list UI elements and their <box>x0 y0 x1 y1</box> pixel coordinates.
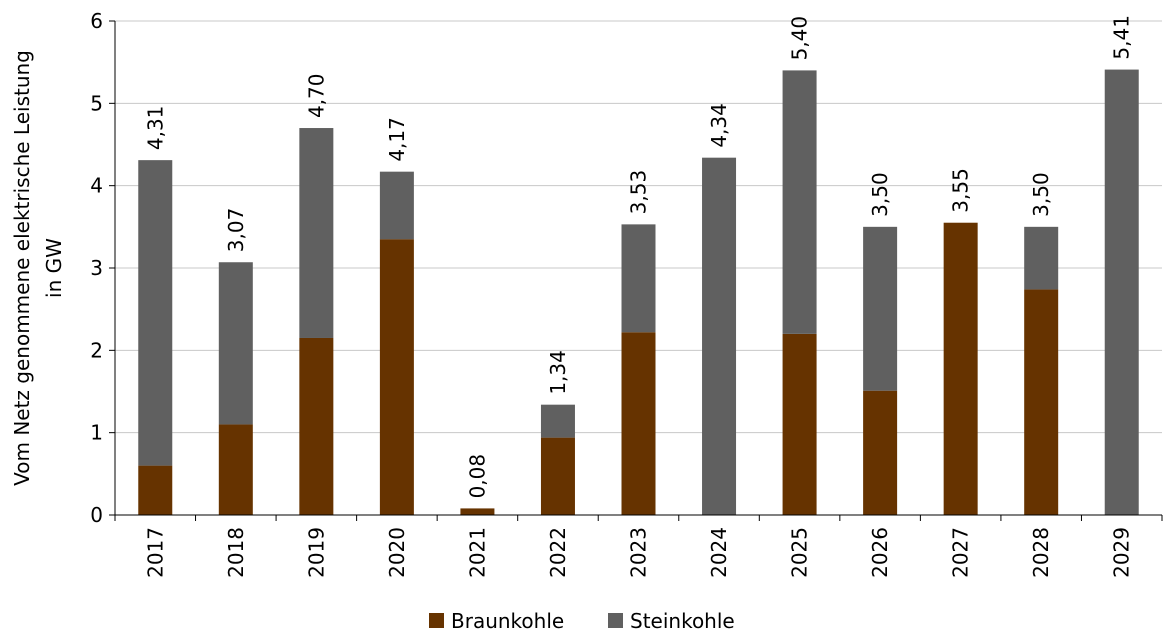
y-tick-label-3: 3 <box>90 256 103 280</box>
bar-braunkohle-2023 <box>621 332 656 515</box>
data-label-2024: 4,34 <box>707 103 731 148</box>
bar-braunkohle-2026 <box>863 390 898 515</box>
x-tick-label-2018: 2018 <box>224 527 248 578</box>
x-tick-label-2028: 2028 <box>1029 527 1053 578</box>
data-label-2029: 5,41 <box>1110 15 1134 60</box>
x-tick-label-2017: 2017 <box>143 527 167 578</box>
bar-steinkohle-2029 <box>1104 69 1139 516</box>
bar-steinkohle-2024 <box>702 157 737 515</box>
data-label-2021: 0,08 <box>465 454 489 499</box>
x-tick-label-2025: 2025 <box>788 527 812 578</box>
data-label-2017: 4,31 <box>143 106 167 151</box>
data-label-2018: 3,07 <box>224 208 248 253</box>
bar-steinkohle-2026 <box>863 226 898 391</box>
data-label-2027: 3,55 <box>949 168 973 213</box>
y-tick-label-4: 4 <box>90 174 103 198</box>
y-tick-label-5: 5 <box>90 91 103 115</box>
bar-steinkohle-2028 <box>1024 226 1059 290</box>
bar-steinkohle-2018 <box>218 262 253 425</box>
data-label-2019: 4,70 <box>304 74 328 119</box>
data-label-2025: 5,40 <box>788 16 812 61</box>
y-axis-title: Vom Netz genommene elektrische Leistung … <box>10 50 66 486</box>
bar-braunkohle-2025 <box>782 333 817 515</box>
bar-braunkohle-2017 <box>138 465 173 515</box>
bar-braunkohle-2028 <box>1024 289 1059 515</box>
x-tick-label-2023: 2023 <box>627 527 651 578</box>
bar-steinkohle-2023 <box>621 224 656 333</box>
data-label-2022: 1,34 <box>546 350 570 395</box>
bar-braunkohle-2021 <box>460 508 495 515</box>
bar-steinkohle-2017 <box>138 160 173 466</box>
bar-braunkohle-2019 <box>299 337 334 515</box>
x-tick-label-2024: 2024 <box>707 527 731 578</box>
y-tick-label-1: 1 <box>90 421 103 445</box>
data-label-2028: 3,50 <box>1029 172 1053 217</box>
y-axis-title-line-1: Vom Netz genommene elektrische Leistung <box>10 50 34 486</box>
y-axis-title-line-2: in GW <box>42 238 66 298</box>
y-tick-label-2: 2 <box>90 338 103 362</box>
legend-swatch-steinkohle <box>608 613 623 628</box>
bars <box>138 69 1139 516</box>
x-tick-label-2022: 2022 <box>546 527 570 578</box>
x-tick-label-2029: 2029 <box>1110 527 1134 578</box>
legend: Braunkohle Steinkohle <box>429 609 735 633</box>
bar-braunkohle-2018 <box>218 424 253 515</box>
bar-steinkohle-2020 <box>379 171 414 240</box>
data-label-2020: 4,17 <box>385 117 409 162</box>
x-tick-label-2026: 2026 <box>868 527 892 578</box>
bar-steinkohle-2022 <box>540 404 575 438</box>
legend-label-braunkohle: Braunkohle <box>451 609 564 633</box>
x-tick-label-2027: 2027 <box>949 527 973 578</box>
y-tick-label-0: 0 <box>90 503 103 527</box>
legend-label-steinkohle: Steinkohle <box>630 609 735 633</box>
axes: 0 1 2 3 4 5 6 2017 2018 2019 2020 2021 2022 2023 2024 2… <box>90 9 1163 578</box>
x-tick-label-2019: 2019 <box>304 527 328 578</box>
x-tick-label-2020: 2020 <box>385 527 409 578</box>
bar-steinkohle-2025 <box>782 70 817 334</box>
legend-swatch-braunkohle <box>429 613 444 628</box>
bar-braunkohle-2027 <box>943 222 978 515</box>
x-tick-label-2021: 2021 <box>465 527 489 578</box>
bar-steinkohle-2019 <box>299 128 334 338</box>
y-tick-label-6: 6 <box>90 9 103 33</box>
data-label-2026: 3,50 <box>868 172 892 217</box>
bar-braunkohle-2020 <box>379 239 414 515</box>
data-label-2023: 3,53 <box>627 170 651 215</box>
data-labels: 4,31 3,07 4,70 4,17 0,08 1,34 3,53 4,34 5,40 3,50… <box>143 15 1133 498</box>
bar-braunkohle-2022 <box>540 437 575 515</box>
